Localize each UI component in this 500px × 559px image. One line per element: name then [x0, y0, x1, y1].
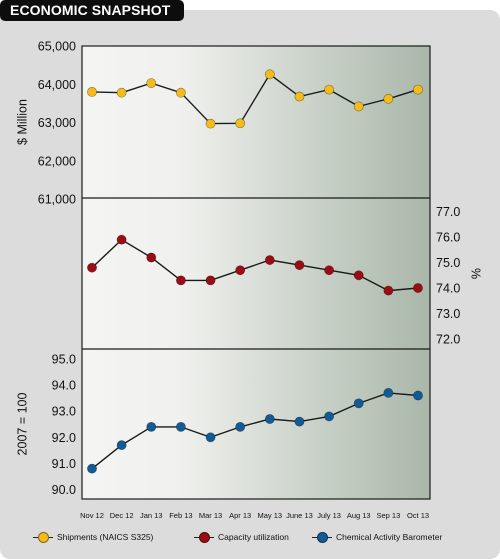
- data-point-shipments: [205, 118, 216, 129]
- data-point-cab: [413, 390, 423, 401]
- series-line-capacity: [91, 238, 419, 292]
- data-point-cab: [146, 421, 157, 432]
- data-point-shipments: [116, 87, 127, 98]
- y-axis-title: 2007 = 100: [15, 393, 29, 456]
- y-tick-label: 91.0: [52, 457, 76, 471]
- legend: Shipments (NAICS S325) Capacity utilizat…: [0, 526, 500, 546]
- y-tick-label: 61,000: [38, 193, 76, 207]
- data-point-shipments: [383, 93, 394, 104]
- data-point-capacity: [413, 283, 423, 293]
- data-point-shipments: [294, 91, 305, 102]
- data-point-cab: [87, 463, 97, 474]
- plot-outer-frame: [81, 45, 431, 500]
- legend-swatch-cab: [312, 532, 332, 543]
- data-point-cab: [324, 411, 334, 422]
- y-tick-label: 75.0: [436, 256, 460, 270]
- y-tick-label: 65,000: [38, 40, 76, 54]
- legend-marker-cab: [317, 532, 328, 543]
- y-tick-label: 93.0: [52, 405, 76, 419]
- legend-label-capacity: Capacity utilization: [218, 532, 289, 542]
- y-tick-label: 90.0: [52, 483, 76, 497]
- data-point-cab: [205, 432, 216, 443]
- header-title: ECONOMIC SNAPSHOT: [10, 2, 171, 18]
- legend-label-cab: Chemical Activity Barometer: [336, 532, 443, 542]
- x-tick-label: Dec 12: [110, 511, 134, 520]
- x-tick-label: July 13: [317, 511, 341, 520]
- data-point-cab: [353, 398, 364, 409]
- chart-svg: 61,000 62,000 63,000 64,000 65,000 $ Million 7…: [15, 40, 483, 521]
- x-tick-label: Aug 13: [347, 511, 371, 520]
- data-point-shipments: [87, 87, 97, 97]
- y-tick-label: 64,000: [38, 78, 76, 92]
- x-tick-label: Sep 13: [376, 511, 400, 520]
- data-point-capacity: [146, 252, 157, 263]
- y-axis-title: %: [469, 268, 483, 279]
- data-point-capacity: [294, 260, 305, 271]
- data-point-shipments: [235, 118, 246, 129]
- header-tab: ECONOMIC SNAPSHOT: [0, 0, 184, 21]
- data-point-cab: [176, 421, 186, 432]
- series-layer: [87, 69, 423, 474]
- y-tick-label: 73.0: [436, 307, 460, 321]
- data-point-capacity: [235, 265, 246, 276]
- legend-item-cab: Chemical Activity Barometer: [312, 530, 442, 544]
- y-axis-title: $ Million: [15, 99, 29, 145]
- legend-marker-shipments: [38, 532, 49, 543]
- data-point-cab: [116, 440, 127, 451]
- y-tick-label: 63,000: [38, 116, 76, 130]
- data-point-capacity: [116, 234, 127, 245]
- y-tick-label: 92.0: [52, 431, 76, 445]
- legend-swatch-shipments: [33, 532, 53, 543]
- series-line-cab: [91, 392, 419, 470]
- x-tick-label: May 13: [258, 511, 283, 520]
- data-point-cab: [264, 414, 275, 424]
- y-tick-label: 95.0: [52, 352, 76, 366]
- data-point-capacity: [176, 275, 186, 286]
- x-tick-label: Nov 12: [80, 511, 104, 520]
- x-tick-label: Mar 13: [199, 511, 222, 520]
- legend-label-shipments: Shipments (NAICS S325): [57, 532, 154, 542]
- x-tick-label: Oct 13: [407, 511, 429, 520]
- data-point-shipments: [353, 101, 364, 112]
- x-tick-label: June 13: [286, 511, 313, 520]
- y-tick-label: 62,000: [38, 154, 76, 168]
- data-point-cab: [235, 421, 246, 432]
- y-tick-label: 74.0: [436, 282, 460, 296]
- y-tick-label: 72.0: [436, 332, 460, 346]
- data-point-capacity: [205, 275, 216, 286]
- data-point-capacity: [87, 262, 97, 273]
- data-point-capacity: [383, 285, 394, 296]
- legend-marker-capacity: [199, 532, 210, 543]
- data-point-shipments: [324, 84, 334, 95]
- data-point-capacity: [353, 270, 364, 281]
- data-point-cab: [294, 416, 305, 427]
- y-tick-label: 94.0: [52, 379, 76, 393]
- data-point-cab: [383, 388, 394, 398]
- data-point-shipments: [176, 87, 186, 98]
- axes-layer: 61,000 62,000 63,000 64,000 65,000 $ Million 7…: [15, 40, 483, 521]
- legend-swatch-capacity: [194, 532, 214, 543]
- panel-frames: [81, 45, 431, 500]
- x-tick-label: Jan 13: [140, 511, 163, 520]
- plot-area-background: [82, 46, 430, 499]
- legend-item-shipments: Shipments (NAICS S325): [33, 530, 153, 544]
- data-point-capacity: [324, 265, 334, 276]
- series-line-shipments: [91, 73, 419, 125]
- legend-item-capacity: Capacity utilization: [194, 530, 289, 544]
- y-tick-label: 77.0: [436, 205, 460, 219]
- x-tick-label: Apr 13: [229, 511, 251, 520]
- data-point-capacity: [264, 255, 275, 265]
- data-point-shipments: [146, 78, 157, 89]
- x-tick-label: Feb 13: [169, 511, 192, 520]
- y-tick-label: 76.0: [436, 231, 460, 245]
- data-point-shipments: [264, 69, 275, 80]
- data-point-shipments: [413, 84, 423, 95]
